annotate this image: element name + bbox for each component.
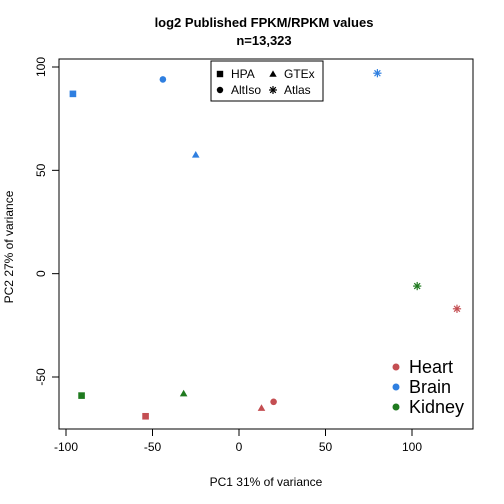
data-point-brain-atlas <box>373 69 382 78</box>
x-axis-label: PC1 31% of variance <box>210 475 323 489</box>
legend-kidney-swatch <box>392 403 400 411</box>
legend-brain-swatch <box>392 383 400 391</box>
plot-frame <box>58 58 474 430</box>
x-tick-label: -50 <box>144 440 162 454</box>
legend-gtex-label: GTEx <box>284 67 315 81</box>
axes: -100 -50 0 50 100 -50 0 50 100 <box>34 57 474 454</box>
legend-atlas-marker <box>269 86 277 94</box>
legend-heart-swatch <box>392 363 400 371</box>
legend-heart-label: Heart <box>409 357 453 377</box>
x-tick-label: 50 <box>319 440 333 454</box>
data-point-heart-hpa <box>142 412 149 420</box>
legend-gtex-marker <box>269 70 277 77</box>
legend-hpa-label: HPA <box>231 67 255 81</box>
y-tick-label: 50 <box>34 163 48 177</box>
data-point-brain-gtex <box>191 151 200 158</box>
data-point-heart-atlas <box>452 304 462 313</box>
chart-subtitle: n=13,323 <box>236 33 291 48</box>
x-tick-label: 0 <box>236 440 243 454</box>
legend-atlas-label: Atlas <box>284 83 311 97</box>
y-tick-label: 100 <box>34 57 48 77</box>
data-point-brain-altiso <box>159 76 167 83</box>
data-point-kidney-gtex <box>179 389 188 397</box>
legend-altiso-marker <box>216 86 224 94</box>
chart-title: log2 Published FPKM/RPKM values <box>155 15 374 30</box>
data-points <box>69 69 462 420</box>
shape-legend: HPA GTEx AltIso Atlas <box>210 60 324 102</box>
shape-legend-box <box>210 60 324 102</box>
y-tick-label: -50 <box>34 368 48 386</box>
data-point-kidney-hpa <box>78 392 85 399</box>
data-point-heart-gtex <box>257 404 266 411</box>
legend-kidney-label: Kidney <box>409 397 464 417</box>
x-tick-label: -100 <box>54 440 78 454</box>
data-point-brain-hpa <box>69 90 77 98</box>
x-tick-label: 100 <box>402 440 422 454</box>
data-point-heart-altiso <box>270 398 277 406</box>
legend-hpa-marker <box>216 70 224 78</box>
y-axis-label: PC2 27% of variance <box>2 190 16 303</box>
y-tick-label: 0 <box>34 270 48 277</box>
legend-altiso-label: AltIso <box>231 83 261 97</box>
legend-brain-label: Brain <box>409 377 451 397</box>
data-point-kidney-atlas <box>413 281 422 291</box>
